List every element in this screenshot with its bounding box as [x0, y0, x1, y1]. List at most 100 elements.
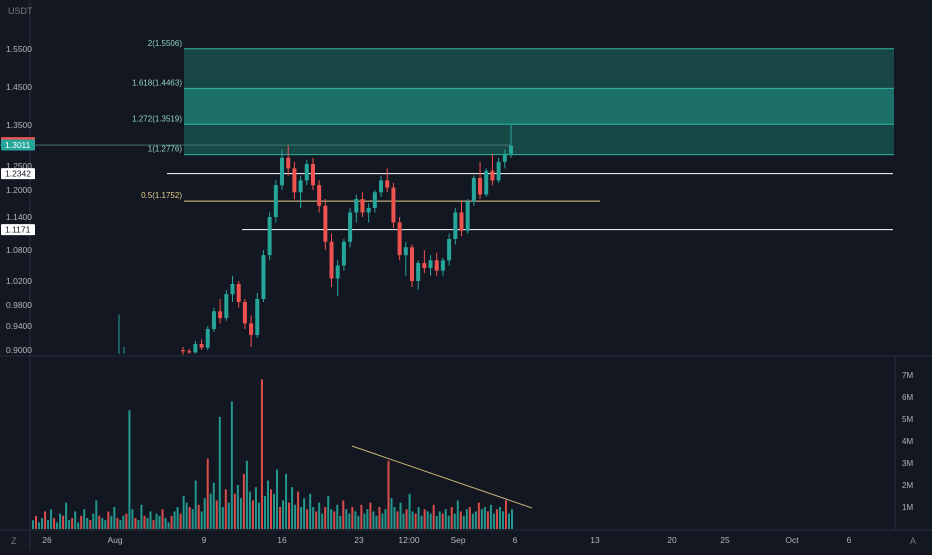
candle-body[interactable] — [440, 260, 445, 271]
candle-body[interactable] — [280, 157, 285, 186]
candle-body[interactable] — [471, 178, 476, 202]
volume-bar — [149, 511, 152, 529]
candle-body[interactable] — [267, 217, 272, 256]
candle-body[interactable] — [465, 201, 470, 231]
volume-bar — [215, 500, 218, 529]
candle-body[interactable] — [379, 180, 384, 193]
candle-body[interactable] — [317, 185, 322, 206]
fib-zone-upper — [184, 48, 894, 89]
candle-body[interactable] — [484, 170, 489, 195]
candle-body[interactable] — [391, 187, 396, 223]
candle-body[interactable] — [416, 262, 421, 281]
candle-body[interactable] — [354, 199, 359, 213]
candle-body[interactable] — [348, 212, 353, 242]
volume-bar — [122, 515, 125, 529]
candle-body[interactable] — [224, 294, 229, 319]
candle-body[interactable] — [397, 222, 402, 256]
volume-bar — [411, 511, 414, 529]
volume-bar — [315, 511, 318, 529]
candle-body[interactable] — [490, 170, 495, 181]
candle-body[interactable] — [236, 284, 241, 302]
y-tick-label: 1.4500 — [6, 82, 32, 92]
volume-bar — [50, 509, 53, 529]
volume-bar — [333, 511, 336, 529]
candle-body[interactable] — [403, 247, 408, 256]
volume-bar — [191, 509, 194, 529]
volume-bar — [504, 500, 507, 529]
candle-body[interactable] — [218, 311, 223, 319]
candle-body[interactable] — [409, 247, 414, 281]
candle-body[interactable] — [205, 329, 210, 348]
volume-bar — [399, 502, 402, 529]
candle-body[interactable] — [366, 208, 371, 213]
candle-body[interactable] — [187, 351, 192, 353]
volume-bar — [203, 498, 206, 529]
candle-body[interactable] — [428, 260, 433, 269]
candle-body[interactable] — [242, 302, 247, 324]
candle-body[interactable] — [292, 168, 297, 193]
auto-scale-button[interactable]: A — [910, 536, 917, 546]
volume-tick-label: 7M — [902, 371, 913, 380]
candle-body[interactable] — [341, 241, 346, 266]
volume-bar — [101, 518, 104, 529]
candle-body[interactable] — [509, 145, 513, 154]
volume-bar — [423, 509, 426, 529]
candle-body[interactable] — [335, 265, 340, 279]
volume-bar — [342, 500, 345, 529]
volume-bar — [420, 515, 423, 529]
candle-body[interactable] — [286, 157, 291, 169]
candle-body[interactable] — [211, 311, 216, 329]
candle-body[interactable] — [298, 180, 303, 193]
candle-body[interactable] — [329, 241, 334, 279]
volume-bar — [438, 511, 441, 529]
timezone-icon[interactable]: Z — [11, 536, 17, 546]
candle-body[interactable] — [502, 153, 507, 162]
candle-body[interactable] — [496, 161, 501, 181]
volume-bar — [71, 518, 74, 529]
currency-label: USDT — [8, 6, 33, 16]
candle-body[interactable] — [255, 299, 260, 335]
candle-body[interactable] — [453, 212, 458, 240]
candle-body[interactable] — [360, 199, 365, 213]
volume-bar — [74, 511, 77, 529]
candle-body[interactable] — [249, 323, 254, 335]
volume-bar — [110, 515, 113, 529]
volume-bar — [285, 474, 288, 529]
candle-body[interactable] — [323, 205, 328, 242]
fib-level-label: 1.618(1.4463) — [132, 78, 182, 87]
volume-bar — [450, 507, 453, 529]
candle-body[interactable] — [181, 350, 185, 352]
price-tag-label: 1.3011 — [5, 140, 31, 150]
candle-body[interactable] — [193, 344, 198, 353]
volume-bar — [260, 379, 263, 529]
candle-body[interactable] — [385, 180, 390, 188]
volume-bar — [282, 500, 285, 529]
y-tick-label: 0.9400 — [6, 321, 32, 331]
volume-bar — [483, 507, 486, 529]
candle-body[interactable] — [273, 185, 278, 217]
volume-bar — [336, 504, 339, 529]
candle-body[interactable] — [459, 212, 464, 231]
candle-body[interactable] — [261, 255, 266, 299]
volume-bar — [429, 513, 432, 529]
candle-body[interactable] — [422, 262, 427, 269]
candle-body[interactable] — [447, 239, 452, 261]
volume-trendline[interactable] — [351, 445, 533, 509]
candle-body[interactable] — [478, 178, 483, 195]
volume-bar — [384, 509, 387, 529]
candle-body[interactable] — [434, 260, 439, 271]
volume-bar — [393, 507, 396, 529]
candle-body[interactable] — [230, 284, 235, 295]
candle-body[interactable] — [372, 192, 377, 208]
volume-bar — [185, 502, 188, 529]
volume-bar — [245, 460, 248, 529]
candle-body[interactable] — [304, 163, 309, 181]
volume-bar — [83, 509, 86, 529]
volume-bar — [239, 498, 242, 529]
candle-body[interactable] — [310, 163, 315, 186]
volume-bar — [257, 502, 260, 529]
x-tick-label: 9 — [202, 535, 207, 545]
candle-body[interactable] — [199, 344, 204, 348]
